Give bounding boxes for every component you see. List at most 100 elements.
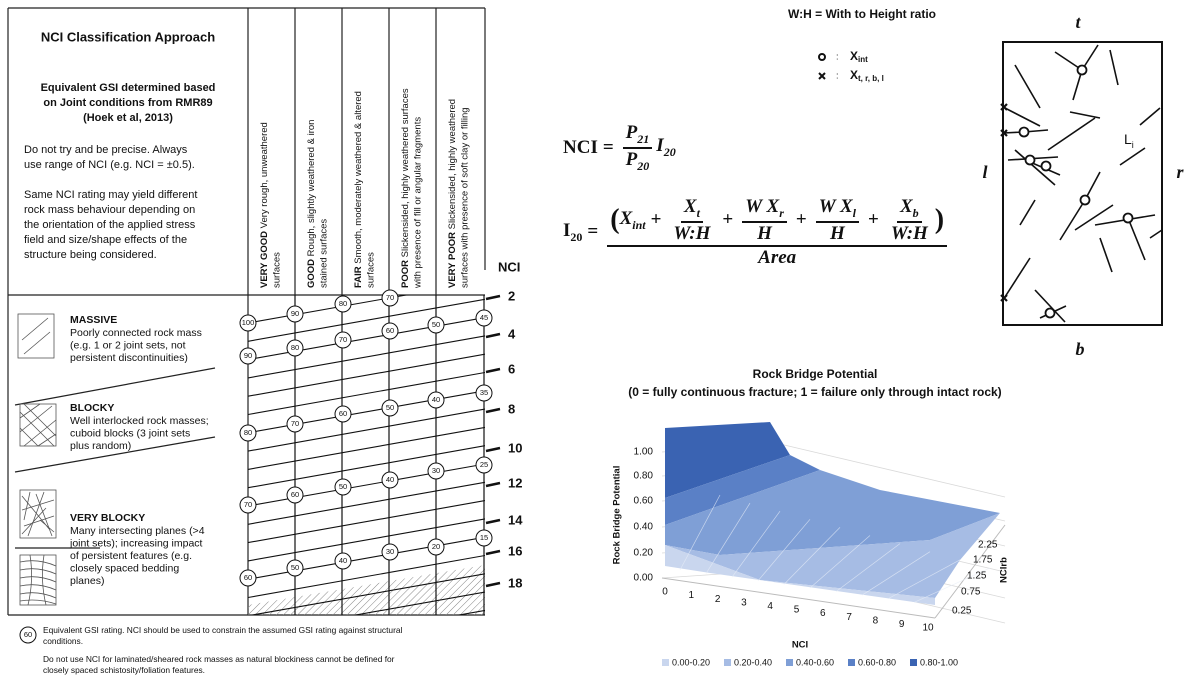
gsi-rating: 70: [386, 293, 394, 302]
legend-swatch: [848, 659, 855, 666]
i20-formula: I20 =(Xint + Xt W:H + W Xr H + W Xl H + Xb W:H) Area: [563, 196, 951, 269]
chart-subtitle: (0 = fully continuous fracture; 1 = fail…: [628, 385, 1001, 399]
symbol: I20: [563, 220, 582, 245]
numerator: (Xint + Xt W:H + W Xr H + W Xl H + Xb W:H): [607, 196, 948, 247]
ratio-note: W:H = With to Height ratio: [788, 7, 936, 21]
x-tick-label: 0: [662, 587, 668, 598]
column-desc: with presence of fill or angular fragmen…: [413, 117, 424, 289]
denominator: H: [754, 223, 775, 245]
symbol: Xb: [900, 196, 919, 221]
subtitle-line: on Joint conditions from RMR89: [43, 97, 212, 109]
gsi-circle: [475, 384, 493, 402]
column-desc: Very rough, unweathered: [259, 122, 270, 231]
gsi-circle: [239, 347, 257, 365]
fraction: Xb W:H: [888, 196, 931, 245]
x-tick-label: 2: [715, 594, 721, 605]
class-desc: joint sets); increasing impact: [69, 537, 203, 549]
x-tick-label: 3: [741, 597, 747, 608]
denominator: H: [827, 223, 848, 245]
class-desc: Many intersecting planes (>4: [70, 525, 205, 537]
class-desc: cuboid blocks (3 joint sets: [70, 427, 190, 439]
surface-mesh: [835, 543, 901, 592]
nci-tick: [485, 581, 501, 588]
symbol: Xt: [684, 196, 700, 221]
symbol: P21: [626, 122, 650, 147]
column-grade: FAIR: [353, 266, 364, 288]
gsi-rating: 100: [242, 318, 255, 327]
equals: =: [587, 221, 599, 243]
x-tick-label: 7: [846, 612, 852, 623]
gsi-rating: 40: [432, 395, 440, 404]
gsi-circle: [475, 309, 493, 327]
symbol-main: X: [619, 208, 633, 229]
symbol-main: I: [656, 135, 664, 157]
gsi-rating: 20: [432, 542, 440, 551]
column-grade: POOR: [400, 260, 411, 288]
nci-tick-label: 4: [508, 326, 516, 341]
paren: (: [610, 204, 620, 236]
gsi-rating: 80: [244, 428, 252, 437]
legend-swatch: [724, 659, 731, 666]
symbol-sub: 20: [663, 145, 676, 160]
x-tick-label: 8: [873, 615, 879, 626]
note-line: field and size/shape effects of the: [24, 234, 187, 246]
plus: +: [650, 209, 662, 231]
nci-line: [248, 481, 485, 525]
gsi-rating: 60: [291, 490, 299, 499]
nci-tick-label: 2: [508, 288, 515, 303]
gsi-rating: 40: [386, 475, 394, 484]
nci-tick-label: 16: [508, 543, 522, 558]
joint-diagram: [1000, 41, 1163, 326]
note-line: rock mass behaviour depending on: [24, 204, 195, 216]
symbol-main: P: [625, 122, 638, 143]
symbol-sub: r: [779, 205, 784, 220]
term-den: H: [829, 222, 845, 244]
legend-label-main: X: [850, 68, 858, 82]
symbol-main: W X: [818, 196, 853, 217]
legend-label: 0.00-0.20: [672, 657, 710, 667]
legend-symbol: [818, 53, 826, 61]
class-name: VERY BLOCKY: [70, 512, 145, 524]
legend-label: Xt, r, b, l: [850, 68, 884, 83]
axis-line: [661, 577, 936, 619]
numerator: Xt: [680, 196, 703, 223]
nci-line: [248, 335, 485, 379]
nci-line: [248, 298, 485, 342]
gsi-circle: [381, 289, 399, 307]
surface-mesh: [809, 535, 871, 589]
symbol-sub: 20: [570, 229, 583, 244]
plus: +: [722, 209, 734, 231]
gsi-rating: 70: [339, 335, 347, 344]
column-desc: stained surfaces: [319, 219, 330, 288]
gsi-rating: 90: [244, 351, 252, 360]
gsi-circle: [239, 424, 257, 442]
surface-band: [665, 545, 935, 605]
nci-tick: [485, 367, 501, 374]
gsi-rating: 60: [386, 326, 394, 335]
gsi-circle: [381, 399, 399, 417]
nci-line: [249, 573, 485, 615]
column-desc: Smooth, moderately weathered & altered: [353, 91, 364, 266]
symbol-main: X: [683, 196, 697, 217]
column-grade: VERY POOR: [447, 232, 458, 288]
column-header: POOR Slickensided, highly weathered surf…: [400, 88, 411, 288]
edge-top: t: [1075, 12, 1081, 32]
column-header: VERY POOR Slickensided, highly weathered: [447, 99, 458, 288]
x-tick-label: 5: [794, 605, 800, 616]
gsi-circle: [286, 559, 304, 577]
nci-formula: NCI = P21 P20 I20: [563, 122, 676, 174]
nci-line: [248, 445, 485, 489]
symbol-sub: t: [696, 205, 700, 220]
gsi-circle: [475, 529, 493, 547]
y-tick-label: 0.60: [634, 496, 654, 507]
numerator: P21: [622, 122, 653, 149]
x-tick-label: 4: [767, 601, 773, 612]
legend-label: Xint: [850, 49, 868, 64]
surface-mesh: [887, 559, 961, 600]
y-tick-label: 1.00: [634, 447, 654, 458]
surface-mesh: [679, 494, 721, 571]
class-name: BLOCKY: [70, 402, 114, 414]
panel-title: NCI Classification Approach: [41, 29, 215, 44]
z-tick-label: 0.25: [952, 606, 972, 617]
